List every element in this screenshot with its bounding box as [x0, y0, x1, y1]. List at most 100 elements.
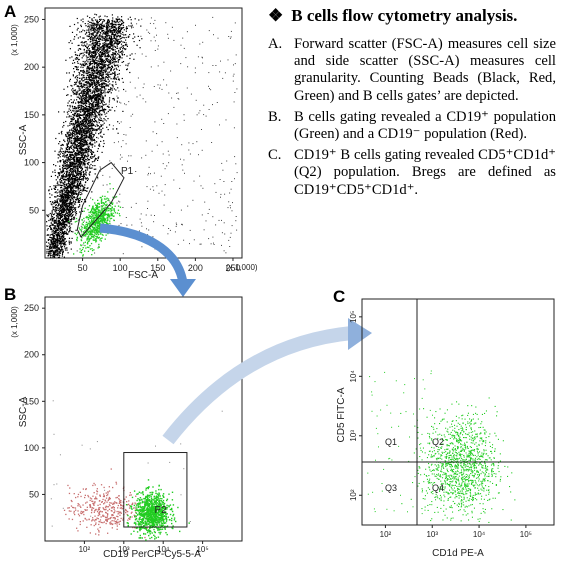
event-point — [61, 203, 63, 206]
event-point — [89, 111, 91, 113]
event-point — [65, 217, 67, 219]
event-point — [52, 217, 54, 219]
event-point — [61, 180, 63, 182]
event-point — [91, 81, 93, 83]
event-point — [110, 43, 112, 45]
event-point — [91, 63, 93, 65]
event-point — [100, 124, 102, 126]
event-point — [73, 145, 75, 147]
event-point — [70, 168, 72, 170]
event-point — [91, 151, 93, 153]
event-point — [95, 98, 97, 101]
event-point — [78, 77, 81, 79]
event-point — [52, 250, 54, 252]
event-point — [101, 113, 103, 115]
event-point — [114, 31, 116, 33]
event-point — [67, 158, 69, 160]
event-point — [48, 251, 50, 253]
event-point — [66, 154, 68, 156]
event-point — [63, 193, 65, 195]
event-point — [121, 22, 123, 24]
event-point — [101, 55, 103, 57]
event-point — [66, 201, 68, 203]
event-point — [58, 252, 60, 254]
event-point — [101, 39, 103, 41]
event-point — [89, 50, 91, 52]
event-point — [87, 95, 90, 97]
event-point — [109, 47, 111, 49]
event-point — [113, 34, 115, 36]
event-point — [53, 252, 55, 254]
event-point — [91, 58, 93, 60]
event-point — [86, 148, 88, 150]
event-point — [91, 191, 93, 193]
event-point — [106, 37, 108, 39]
event-point — [82, 100, 84, 102]
event-point — [93, 61, 95, 63]
event-point — [52, 237, 54, 239]
event-point — [126, 55, 128, 57]
event-point — [70, 189, 72, 191]
event-point — [71, 56, 73, 58]
event-point — [94, 70, 96, 72]
event-point — [81, 86, 83, 88]
event-point — [58, 233, 60, 235]
event-point — [68, 202, 70, 204]
event-point — [56, 240, 58, 242]
event-point — [95, 94, 97, 96]
event-point — [80, 83, 82, 85]
event-point — [95, 120, 97, 122]
panel-label-b: B — [4, 285, 17, 304]
event-point — [66, 186, 68, 188]
event-point — [81, 114, 83, 116]
event-point — [77, 101, 79, 103]
event-point — [50, 226, 52, 229]
event-point — [78, 110, 80, 112]
event-point — [78, 165, 81, 167]
event-point — [74, 92, 76, 94]
event-point — [83, 83, 86, 85]
event-point — [97, 90, 99, 92]
event-point — [78, 107, 80, 109]
event-point — [90, 30, 92, 32]
event-point — [110, 25, 112, 27]
event-point — [107, 92, 110, 94]
event-point — [65, 224, 67, 226]
event-point — [50, 222, 52, 224]
event-point — [79, 151, 81, 153]
event-point — [54, 225, 56, 227]
event-point — [70, 123, 72, 125]
event-point — [89, 142, 92, 144]
event-point — [78, 178, 80, 180]
event-point — [98, 122, 100, 124]
event-point — [91, 108, 94, 110]
event-point — [57, 226, 59, 228]
event-point — [63, 176, 65, 178]
event-point — [95, 110, 97, 113]
event-point — [59, 221, 61, 223]
event-point — [66, 193, 68, 196]
event-point — [65, 156, 67, 158]
event-point — [64, 243, 66, 245]
event-point — [109, 89, 111, 91]
event-point — [110, 88, 112, 90]
event-point — [56, 235, 58, 237]
event-point — [93, 83, 95, 85]
event-point — [99, 70, 101, 73]
event-point — [96, 59, 98, 62]
event-point — [79, 186, 82, 188]
event-point — [89, 142, 91, 144]
event-point — [76, 166, 78, 168]
event-point — [85, 110, 87, 112]
event-point — [108, 61, 110, 63]
event-point — [57, 221, 59, 223]
event-point — [80, 70, 82, 72]
event-point — [94, 46, 96, 48]
event-point — [108, 43, 110, 45]
event-point — [58, 222, 60, 224]
event-point — [101, 109, 103, 111]
event-point — [114, 75, 116, 77]
event-point — [93, 69, 95, 72]
event-point — [64, 221, 66, 223]
event-point — [87, 92, 89, 94]
